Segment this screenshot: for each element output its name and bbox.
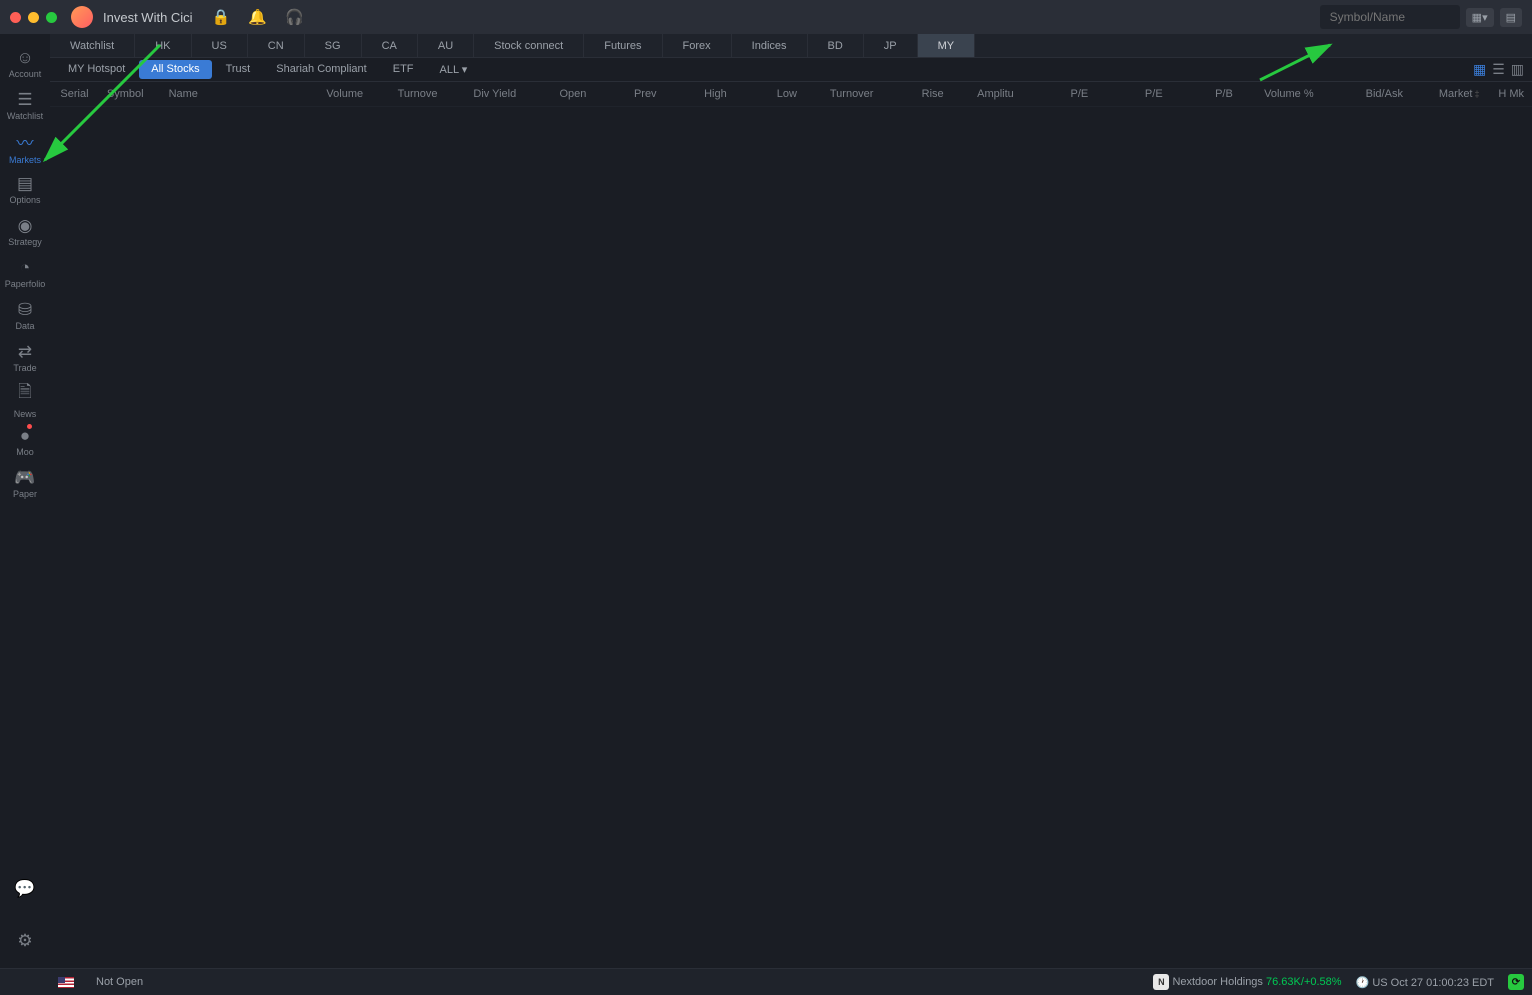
market-tab-us[interactable]: US <box>192 34 248 57</box>
sub-tab-my-hotspot[interactable]: MY Hotspot <box>56 60 137 79</box>
search-input[interactable] <box>1320 5 1460 29</box>
options-icon: ▤ <box>17 174 33 194</box>
lock-icon[interactable]: 🔒 <box>212 8 231 26</box>
col-volume[interactable]: Volume <box>297 82 371 106</box>
sub-tab-shariah-compliant[interactable]: Shariah Compliant <box>264 60 379 79</box>
settings-icon[interactable]: ⚙ <box>2 920 48 962</box>
market-tab-cn[interactable]: CN <box>248 34 305 57</box>
news-icon: 🗎 <box>18 379 32 408</box>
sidebar-item-markets[interactable]: 〰Markets <box>2 126 48 168</box>
account-icon: ☺ <box>16 48 33 68</box>
markets-icon: 〰 <box>17 129 34 154</box>
chat-icon[interactable]: 💬 <box>2 868 48 910</box>
strategy-icon: ◉ <box>18 216 33 236</box>
trade-icon: ⇄ <box>18 342 32 362</box>
bell-icon[interactable]: 🔔 <box>248 8 267 26</box>
window-title: Invest With Cici <box>103 10 193 25</box>
market-tab-watchlist[interactable]: Watchlist <box>50 34 135 57</box>
watchlist-icon: ☰ <box>17 90 32 110</box>
clock-display: 🕐 US Oct 27 01:00:23 EDT <box>1356 976 1494 989</box>
col-high[interactable]: High <box>665 82 735 106</box>
grid-button[interactable]: ▤ <box>1500 8 1522 27</box>
col-amp[interactable]: Amplitu <box>952 82 1022 106</box>
data-icon: ⛁ <box>18 300 32 320</box>
market-tab-bd[interactable]: BD <box>808 34 864 57</box>
col-prev[interactable]: Prev <box>594 82 664 106</box>
columns-icon[interactable]: ▥ <box>1511 61 1524 78</box>
sidebar-item-moo[interactable]: ●Moo <box>2 420 48 462</box>
market-tab-forex[interactable]: Forex <box>663 34 732 57</box>
sidebar-item-trade[interactable]: ⇄Trade <box>2 336 48 378</box>
window-controls <box>10 12 57 23</box>
sidebar-item-paperfolio[interactable]: ◔Paperfolio <box>2 252 48 294</box>
col-divyield[interactable]: Div Yield <box>446 82 525 106</box>
col-rise[interactable]: Rise <box>881 82 951 106</box>
sidebar-item-data[interactable]: ⛁Data <box>2 294 48 336</box>
us-flag-icon <box>58 977 74 988</box>
nextdoor-icon: N <box>1153 974 1169 990</box>
col-turnover[interactable]: Turnove <box>371 82 445 106</box>
col-clock[interactable] <box>278 82 297 106</box>
sidebar-item-options[interactable]: ▤Options <box>2 168 48 210</box>
sub-tab-all-▾[interactable]: ALL ▾ <box>428 60 480 79</box>
paper-icon: 🎮 <box>14 468 35 488</box>
col-pe2[interactable]: P/E <box>1096 82 1170 106</box>
sub-tab-etf[interactable]: ETF <box>381 60 426 79</box>
stock-table: SerialSymbolName VolumeTurnoveDiv YieldOp… <box>50 82 1532 107</box>
market-tab-au[interactable]: AU <box>418 34 474 57</box>
titlebar-right: ▦▾ ▤ <box>1320 5 1522 29</box>
market-status: Not Open <box>96 976 143 988</box>
stock-table-wrap[interactable]: SerialSymbolName VolumeTurnoveDiv YieldOp… <box>50 82 1532 968</box>
sub-tabs: MY HotspotAll StocksTrustShariah Complia… <box>50 58 1532 82</box>
avatar[interactable] <box>71 6 93 28</box>
market-tab-hk[interactable]: HK <box>135 34 191 57</box>
card-view-icon[interactable]: ▦ <box>1473 61 1486 78</box>
sidebar-item-watchlist[interactable]: ☰Watchlist <box>2 84 48 126</box>
col-hmk[interactable]: H Mk <box>1488 82 1532 106</box>
col-symbol[interactable]: Symbol <box>99 82 161 106</box>
market-tab-indices[interactable]: Indices <box>732 34 808 57</box>
sub-tab-all-stocks[interactable]: All Stocks <box>139 60 211 79</box>
list-view-icon[interactable]: ☰ <box>1492 61 1505 78</box>
sidebar-item-paper[interactable]: 🎮Paper <box>2 462 48 504</box>
nextdoor-ticker[interactable]: N Nextdoor Holdings 76.63K/+0.58% <box>1153 974 1341 990</box>
headset-icon[interactable]: 🎧 <box>285 8 304 26</box>
titlebar: Invest With Cici 🔒 🔔 🎧 ▦▾ ▤ <box>0 0 1532 34</box>
col-name[interactable]: Name <box>161 82 278 106</box>
market-tab-ca[interactable]: CA <box>362 34 418 57</box>
col-volpct[interactable]: Volume % <box>1241 82 1322 106</box>
market-tab-my[interactable]: MY <box>918 34 976 57</box>
col-low[interactable]: Low <box>735 82 805 106</box>
sidebar-item-strategy[interactable]: ◉Strategy <box>2 210 48 252</box>
col-pb[interactable]: P/B <box>1171 82 1241 106</box>
market-tab-sg[interactable]: SG <box>305 34 362 57</box>
sub-tab-trust[interactable]: Trust <box>214 60 263 79</box>
maximize-icon[interactable] <box>46 12 57 23</box>
market-tab-jp[interactable]: JP <box>864 34 918 57</box>
col-mktcap[interactable]: Market <box>1411 82 1488 106</box>
col-serial[interactable]: Serial <box>50 82 99 106</box>
moo-icon: ● <box>20 426 30 446</box>
col-to_pct[interactable]: Turnover <box>805 82 882 106</box>
minimize-icon[interactable] <box>28 12 39 23</box>
market-tab-stock-connect[interactable]: Stock connect <box>474 34 584 57</box>
status-bar: Not Open N Nextdoor Holdings 76.63K/+0.5… <box>0 968 1532 995</box>
main-area: WatchlistHKUSCNSGCAAUStock connectFuture… <box>50 34 1532 968</box>
paperfolio-icon: ◔ <box>20 258 30 278</box>
sidebar-item-news[interactable]: 🗎News <box>2 378 48 420</box>
sidebar: ☺Account☰Watchlist〰Markets▤Options◉Strat… <box>0 34 50 968</box>
col-open[interactable]: Open <box>524 82 594 106</box>
connection-icon[interactable]: ⟳ <box>1508 974 1524 990</box>
col-pe1[interactable]: P/E <box>1022 82 1096 106</box>
close-icon[interactable] <box>10 12 21 23</box>
layout-button[interactable]: ▦▾ <box>1466 8 1494 27</box>
market-tabs: WatchlistHKUSCNSGCAAUStock connectFuture… <box>50 34 1532 58</box>
col-bidask[interactable]: Bid/Ask <box>1322 82 1411 106</box>
market-tab-futures[interactable]: Futures <box>584 34 662 57</box>
sidebar-item-account[interactable]: ☺Account <box>2 42 48 84</box>
